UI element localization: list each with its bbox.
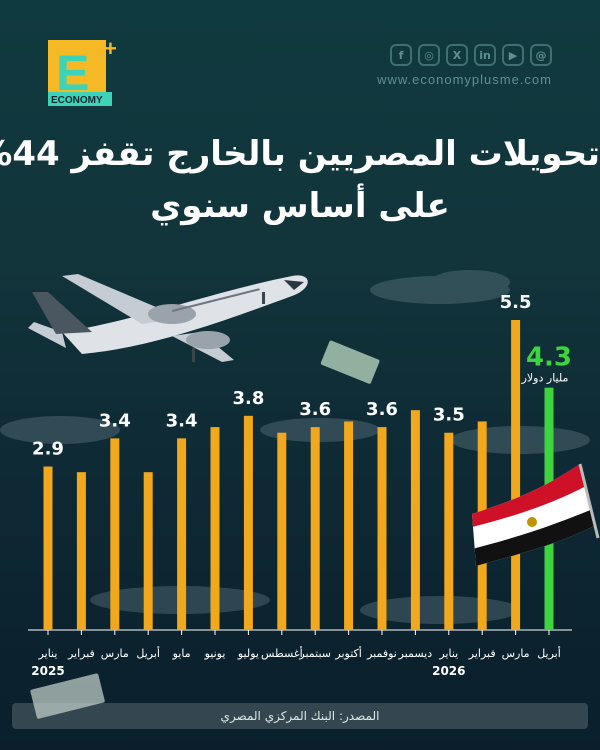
tick-label-15: أبريل — [537, 646, 561, 660]
bar-0 — [43, 466, 53, 630]
highlight-unit-label: مليار دولار — [521, 372, 569, 385]
linkedin-icon[interactable]: in — [474, 44, 496, 66]
data-label-12: 3.5 — [433, 405, 465, 426]
data-label-10: 3.6 — [366, 399, 398, 420]
svg-text:E: E — [56, 45, 89, 101]
title-line-2: على أساس سنوي — [150, 186, 450, 226]
tick-label-11: ديسمبر — [398, 647, 433, 660]
tick-label-9: أكتوبر — [334, 646, 361, 660]
x-icon[interactable]: X — [446, 44, 468, 66]
data-label-6: 3.8 — [232, 388, 264, 409]
bar-4 — [177, 438, 187, 630]
bar-3 — [143, 472, 153, 630]
youtube-icon[interactable]: ▶ — [502, 44, 524, 66]
source-note: المصدر: البنك المركزي المصري — [12, 703, 588, 729]
year-label-2026: 2026 — [432, 664, 465, 678]
facebook-icon[interactable]: f — [390, 44, 412, 66]
bar-7 — [277, 432, 287, 630]
year-label-2025: 2025 — [31, 664, 64, 678]
tick-label-13: فبراير — [468, 647, 496, 660]
egypt-flag — [472, 463, 600, 566]
bar-2 — [110, 438, 120, 630]
tick-label-5: يونيو — [204, 647, 226, 660]
economy-logo: E ECONOMY + — [48, 40, 117, 106]
bar-10 — [377, 427, 387, 630]
bar-12 — [444, 432, 454, 630]
tick-label-2: مارس — [101, 647, 129, 660]
instagram-icon[interactable]: ◎ — [418, 44, 440, 66]
tick-label-14: مارس — [502, 647, 530, 660]
title-line-1: تحويلات المصريين بالخارج تقفز 44% — [0, 134, 600, 174]
bar-8 — [310, 427, 320, 630]
social-icons: f ◎ X in ▶ @ — [390, 44, 552, 66]
tick-label-8: سبتمبر — [298, 647, 331, 660]
tick-label-12: يناير — [438, 647, 458, 660]
airplane-illustration — [28, 274, 308, 362]
tick-label-7: أغسطس — [261, 646, 303, 660]
logo-subtitle: ECONOMY — [51, 95, 103, 106]
bar-9 — [344, 421, 354, 630]
data-label-4: 3.4 — [166, 410, 198, 431]
data-label-14: 5.5 — [500, 292, 532, 313]
tick-label-6: يوليو — [237, 647, 259, 660]
chart-title: تحويلات المصريين بالخارج تقفز 44% على أس… — [0, 128, 600, 232]
tick-label-4: مايو — [172, 647, 191, 660]
tick-label-10: نوفمبر — [366, 647, 397, 660]
data-label-8: 3.6 — [299, 399, 331, 420]
tick-label-1: فبراير — [67, 647, 95, 660]
threads-icon[interactable]: @ — [530, 44, 552, 66]
data-label-0: 2.9 — [32, 439, 64, 460]
svg-text:+: + — [104, 40, 117, 61]
bar-6 — [243, 415, 253, 630]
data-label-15: 4.3 — [526, 343, 572, 373]
bar-1 — [76, 472, 86, 630]
tick-label-0: يناير — [38, 647, 58, 660]
website-url[interactable]: www.economyplusme.com — [377, 72, 552, 87]
bar-11 — [410, 410, 420, 630]
bar-14 — [511, 320, 521, 630]
tick-label-3: أبريل — [136, 646, 160, 660]
bar-5 — [210, 427, 220, 630]
data-label-2: 3.4 — [99, 410, 131, 431]
